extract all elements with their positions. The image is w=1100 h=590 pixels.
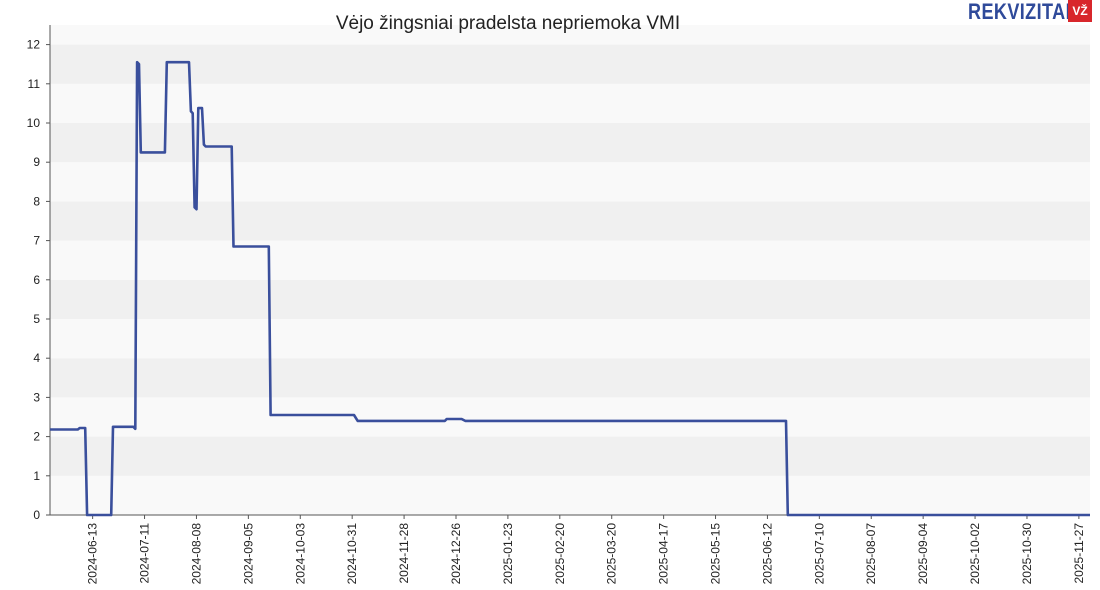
grid-band [50,279,1090,319]
x-axis-ticks: 2024-06-13 2024-07-11 2024-08-08 2024-09-05… [86,515,1086,584]
x-tick-label: 2024-10-31 [345,523,359,585]
grid-band [50,25,1090,45]
y-tick-label: 10 [27,116,41,130]
chart-title: Vėjo žingsniai pradelsta nepriemoka VMI [336,13,680,34]
grid-band [50,123,1090,163]
x-tick-label: 2024-06-13 [86,523,100,585]
grid-bands [50,25,1090,515]
grid-band [50,83,1090,123]
x-tick-label: 2024-10-03 [293,523,307,585]
grid-band [50,319,1090,359]
y-tick-label: 9 [33,155,40,169]
x-tick-label: 2025-10-02 [968,523,982,585]
x-tick-label: 2025-03-20 [605,523,619,585]
grid-band [50,240,1090,280]
y-tick-label: 5 [33,312,40,326]
x-tick-label: 2025-04-17 [657,523,671,585]
y-tick-label: 4 [33,351,40,365]
x-tick-label: 2025-09-04 [916,523,930,585]
brand-name: REKVIZITAI [968,0,1071,24]
x-tick-label: 2024-11-28 [397,523,411,584]
x-tick-label: 2024-12-26 [449,523,463,585]
y-tick-label: 12 [27,38,41,52]
x-tick-label: 2024-09-05 [241,523,255,585]
x-tick-label: 2025-10-30 [1020,523,1034,585]
x-tick-label: 2025-06-12 [760,523,774,585]
x-tick-label: 2025-01-23 [501,523,515,585]
y-tick-label: 6 [33,273,40,287]
x-tick-label: 2025-07-10 [812,523,826,585]
grid-band [50,436,1090,476]
y-tick-label: 11 [28,77,41,91]
y-tick-label: 1 [33,469,40,483]
grid-band [50,162,1090,202]
y-tick-label: 0 [33,508,40,522]
grid-band [50,201,1090,241]
y-tick-label: 3 [33,390,40,404]
grid-band [50,44,1090,84]
grid-band [50,358,1090,398]
series-line [50,60,1090,517]
x-tick-label: 2024-08-08 [189,523,203,585]
brand-badge: VŽ [1068,0,1092,22]
x-tick-label: 2024-07-11 [138,523,152,584]
x-tick-label: 2025-08-07 [864,523,878,585]
x-tick-label: 2025-05-15 [709,523,723,585]
y-tick-label: 2 [33,430,40,444]
brand-logo[interactable]: REKVIZITAI VŽ [968,0,1094,24]
x-tick-label: 2025-11-27 [1072,523,1086,584]
grid-band [50,397,1090,437]
grid-band [50,475,1090,515]
y-tick-label: 8 [33,194,40,208]
x-tick-label: 2025-02-20 [553,523,567,585]
y-tick-label: 7 [33,234,40,248]
